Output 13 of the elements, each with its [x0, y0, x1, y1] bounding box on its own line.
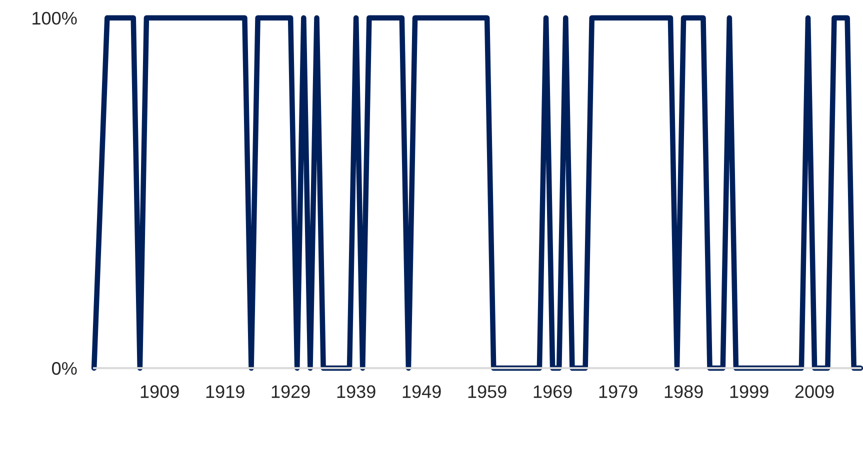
x-tick-label: 1979: [599, 385, 638, 398]
x-tick-label: 1989: [664, 385, 703, 398]
x-tick-label: 1949: [402, 385, 441, 398]
x-tick-label: 1939: [337, 385, 376, 398]
y-tick-label: 0%: [52, 362, 77, 375]
x-tick-label: 1969: [534, 385, 572, 398]
x-tick-label: 1909: [140, 385, 179, 398]
x-tick-label: 2009: [795, 385, 834, 398]
x-tick-label: 1929: [272, 385, 310, 398]
x-tick-label: 1959: [468, 385, 506, 398]
y-tick-label: 100%: [32, 12, 77, 25]
x-tick-label: 1919: [206, 385, 244, 398]
x-tick-label: 1999: [730, 385, 768, 398]
